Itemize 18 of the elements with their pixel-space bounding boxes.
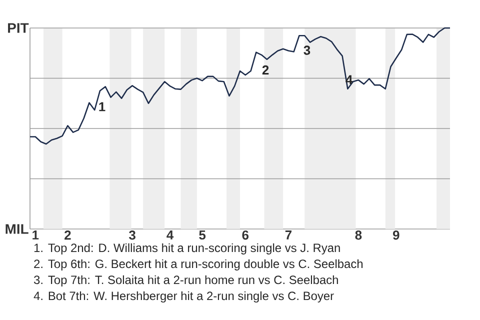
x-tick-label: 7 (285, 230, 292, 240)
annotation: 1 (99, 102, 106, 112)
text: MIL (6, 224, 28, 234)
text: 2. Top 6th: G. Beckert hit a run-scoring double vs C. Seelbach (34, 259, 363, 270)
x-tick-label: 3 (129, 230, 136, 240)
annotation: 3 (304, 46, 310, 55)
x-tick-label: 9 (393, 230, 400, 240)
x-tick-label: 6 (242, 230, 249, 240)
text: PIT (8, 23, 29, 33)
x-tick-label: 4 (166, 230, 174, 240)
x-tick-label: 1 (32, 230, 39, 240)
x-tick-label: 8 (355, 230, 362, 240)
x-tick-label: 5 (199, 230, 206, 240)
text: 4. Bot 7th: W. Hershberger hit a 2-run single vs C. Boyer (34, 291, 334, 302)
text: 3. Top 7th: T. Solaita hit a 2-run home run vs C. Seelbach (34, 275, 338, 286)
annotation: 2 (262, 65, 269, 74)
text: 1. Top 2nd: D. Williams hit a run-scoring single vs J. Ryan (34, 243, 340, 254)
x-tick-label: 2 (64, 230, 71, 240)
